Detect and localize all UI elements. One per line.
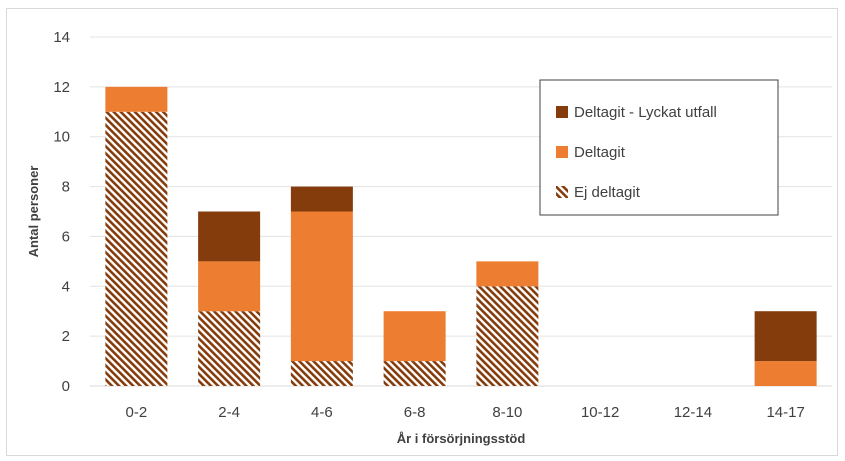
y-tick-label: 12	[53, 79, 70, 96]
legend-swatch	[556, 106, 568, 118]
bar-segment-deltagit	[290, 211, 353, 362]
bar-segment-deltagit	[105, 86, 168, 112]
x-tick-label: 2-4	[218, 404, 240, 421]
y-axis-title: Antal personer	[26, 166, 41, 258]
legend-entry-label: Ej deltagit	[574, 184, 641, 201]
y-tick-label: 2	[62, 328, 70, 345]
legend-box	[539, 79, 779, 216]
bar-segment-ej-deltagit	[198, 311, 261, 386]
bar-segment-ej-deltagit	[290, 361, 353, 386]
bar-segment-deltagit	[198, 261, 261, 312]
x-axis-title: År i försörjningsstöd	[397, 431, 526, 446]
y-tick-label: 10	[53, 129, 70, 146]
y-tick-labels: 0 2 4 6 8 10 12 14	[53, 29, 70, 395]
bar-segment-deltagit-lyckat-utfall	[754, 311, 817, 362]
y-tick-label: 0	[62, 378, 70, 395]
bar-segment-deltagit-lyckat-utfall	[290, 186, 353, 212]
bar-segment-deltagit	[754, 361, 817, 386]
y-tick-label: 6	[62, 228, 70, 245]
y-tick-label: 14	[53, 29, 70, 46]
y-tick-label: 8	[62, 179, 70, 196]
x-tick-label: 6-8	[404, 404, 426, 421]
x-tick-labels: 0-2 2-4 4-6 6-8 8-10 10-12 12-14 14-17	[126, 404, 805, 421]
legend-swatch	[556, 146, 568, 158]
legend-entry-label: Deltagit	[574, 144, 626, 161]
legend-swatch	[556, 186, 568, 198]
x-tick-label: 10-12	[581, 404, 619, 421]
bar-segment-ej-deltagit	[105, 111, 168, 387]
bar-segment-ej-deltagit	[476, 286, 539, 386]
legend-entry-label: Deltagit - Lyckat utfall	[574, 104, 717, 121]
x-tick-label: 14-17	[766, 404, 804, 421]
x-tick-label: 8-10	[492, 404, 522, 421]
bar-segment-ej-deltagit	[383, 361, 446, 386]
bar-segment-deltagit	[476, 261, 539, 287]
y-tick-label: 4	[62, 278, 70, 295]
x-tick-label: 12-14	[674, 404, 712, 421]
x-tick-label: 4-6	[311, 404, 333, 421]
bar-segment-deltagit	[383, 311, 446, 362]
legend: Deltagit - Lyckat utfall Deltagit Ej delta…	[539, 79, 779, 216]
bar-segment-deltagit-lyckat-utfall	[198, 211, 261, 262]
bars	[105, 86, 817, 387]
x-tick-label: 0-2	[126, 404, 148, 421]
